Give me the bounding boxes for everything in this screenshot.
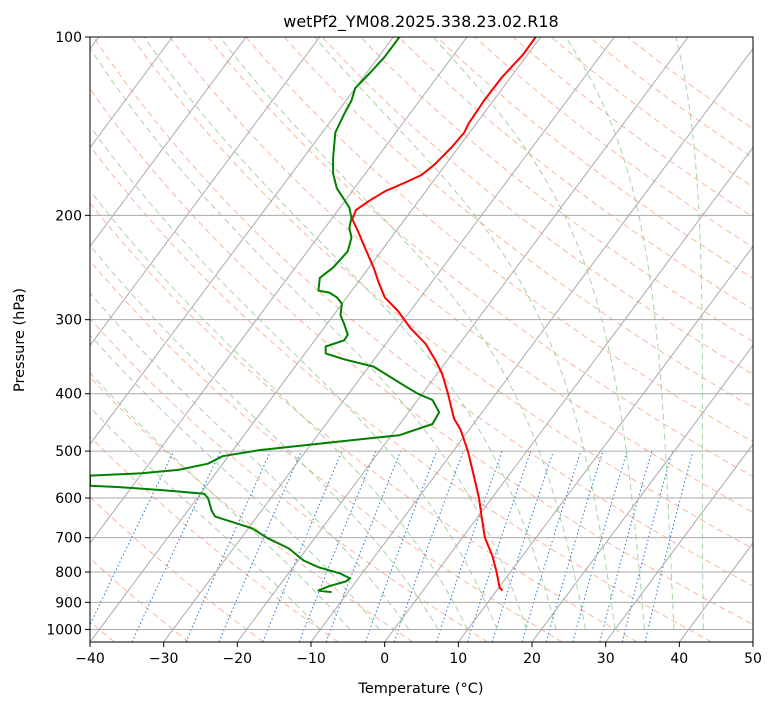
- axes: −40 −30 −20 −10 0 10 20 30 40 50 100 200 300 400 500 60…: [46, 30, 762, 667]
- y-tick-label: 1000: [46, 622, 82, 638]
- mixing-ratio-line: [467, 450, 532, 642]
- dry-adiabat-line: [321, 37, 753, 375]
- x-tick-label: −10: [296, 651, 326, 667]
- isotherm-line: [90, 37, 468, 544]
- x-tick-label: −40: [75, 651, 105, 667]
- moist-adiabat-line: [432, 37, 645, 630]
- moist-adiabat-line: [90, 125, 498, 630]
- mixing-ratio-line: [364, 450, 438, 642]
- dewpoint-line: [90, 37, 441, 594]
- isotherm-line: [531, 344, 753, 642]
- y-tick-label: 600: [55, 491, 82, 507]
- dry-adiabat-line: [169, 37, 753, 513]
- y-axis-label: Pressure (hPa): [12, 288, 28, 392]
- moist-adiabat-line: [90, 47, 528, 630]
- y-tick-label: 300: [55, 313, 82, 329]
- chart-title: wetPf2_YM08.2025.338.23.02.R18: [283, 12, 558, 32]
- mixing-ratio-line: [621, 450, 673, 642]
- isotherm-line: [90, 37, 542, 642]
- mixing-ratio-line: [185, 450, 272, 642]
- x-tick-label: 50: [744, 651, 762, 667]
- moist-adiabat-line: [219, 37, 587, 630]
- isotherm-line: [605, 443, 753, 642]
- x-tick-label: −30: [149, 651, 179, 667]
- moist-adiabat-line: [143, 37, 557, 630]
- dry-adiabat-line: [360, 37, 753, 343]
- sounding-series: [90, 37, 537, 594]
- moist-adiabat-line: [90, 189, 469, 630]
- y-tick-label: 200: [55, 208, 82, 224]
- isotherm-line: [90, 37, 321, 347]
- isotherm-line: [163, 37, 615, 642]
- dry-adiabat-line: [90, 145, 712, 642]
- dry-adiabat-line: [93, 37, 753, 587]
- moist-adiabat-line: [90, 334, 380, 630]
- mixing-ratio-line: [521, 450, 582, 642]
- dry-adiabat-line: [131, 37, 753, 550]
- y-tick-label: 500: [55, 444, 82, 460]
- dry-adiabat-line: [398, 37, 753, 311]
- dry-adiabat-line: [90, 88, 753, 626]
- temperature-line: [351, 37, 537, 592]
- isotherm-line: [384, 146, 753, 642]
- mixing-ratio-line: [325, 450, 402, 642]
- dry-adiabat-line: [90, 376, 414, 642]
- y-tick-label: 100: [55, 30, 82, 46]
- isotherm-line: [90, 37, 173, 149]
- mixing-ratio-line: [491, 450, 554, 642]
- mixing-ratio-line: [262, 450, 343, 642]
- moist-adiabat-line: [90, 244, 439, 630]
- isotherm-line: [310, 47, 753, 642]
- moist-adiabat-line: [675, 37, 704, 630]
- y-tick-label: 700: [55, 531, 82, 547]
- dry-adiabat-line: [90, 260, 563, 642]
- y-tick-label: 800: [55, 565, 82, 581]
- dry-adiabat-line: [90, 202, 638, 642]
- moist-adiabat-line: [90, 406, 321, 630]
- isotherm-line: [90, 37, 247, 248]
- x-tick-label: 10: [449, 651, 467, 667]
- x-tick-label: 40: [670, 651, 688, 667]
- isotherm-line: [457, 245, 753, 642]
- mixing-ratio-line: [545, 450, 604, 642]
- mixing-ratio-line: [298, 450, 377, 642]
- x-tick-label: 20: [523, 651, 541, 667]
- isotherm-line: [90, 37, 394, 446]
- isobar-grid: [90, 37, 753, 630]
- mixing-ratio-line: [218, 450, 302, 642]
- moist-adiabats: [90, 37, 704, 630]
- mixing-ratio-line: [572, 450, 628, 642]
- dry-adiabat-line: [207, 37, 753, 478]
- plot-area: [90, 37, 753, 642]
- isotherm-line: [236, 37, 689, 642]
- mixing-ratio-line: [599, 450, 653, 642]
- moist-adiabat-line: [565, 37, 675, 630]
- x-tick-label: 0: [380, 651, 389, 667]
- moist-adiabat-line: [314, 37, 616, 630]
- moist-adiabat-line: [90, 292, 410, 630]
- isotherm-grid: [90, 37, 753, 642]
- mixing-ratio-lines: [90, 450, 694, 642]
- x-axis-label: Temperature (°C): [357, 681, 483, 697]
- x-tick-label: −20: [223, 651, 253, 667]
- mixing-ratio-line: [435, 450, 503, 642]
- y-tick-label: 400: [55, 387, 82, 403]
- x-tick-label: 30: [597, 651, 615, 667]
- y-tick-label: 900: [55, 595, 82, 611]
- plot-frame: [89, 36, 754, 643]
